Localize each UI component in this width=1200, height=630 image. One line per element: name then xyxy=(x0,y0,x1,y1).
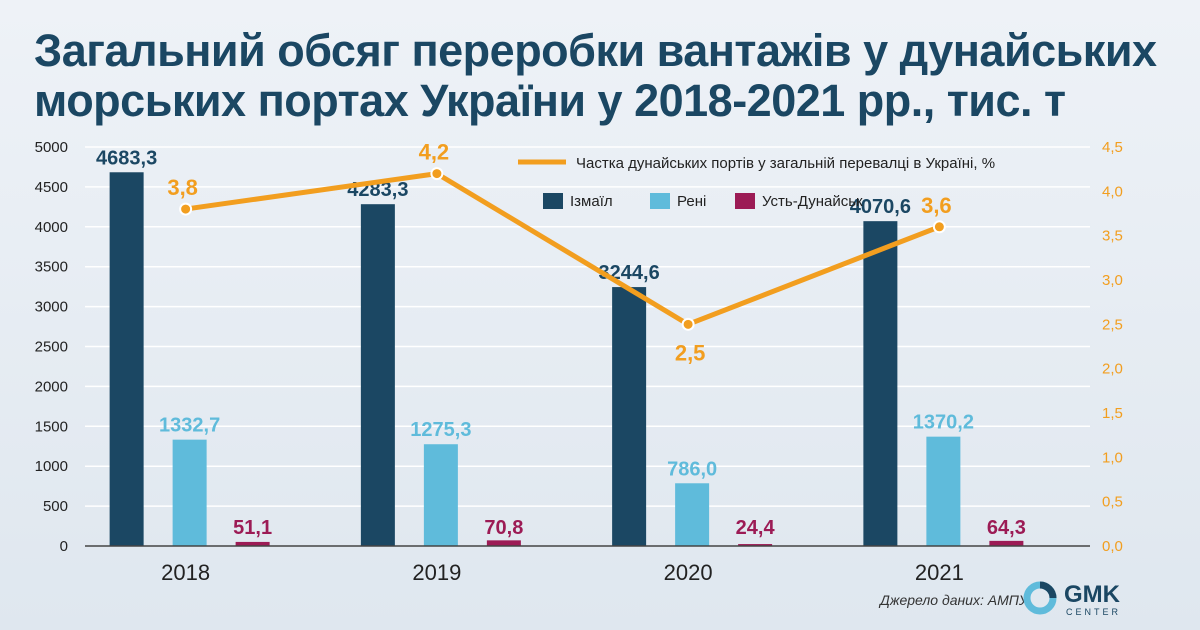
share-point xyxy=(430,167,444,181)
y-tick-label: 1500 xyxy=(35,418,68,435)
y-tick-label: 2500 xyxy=(35,339,68,356)
gmk-logo: GMK CENTER xyxy=(1023,581,1121,617)
share-value-label: 3,8 xyxy=(167,175,198,200)
share-point xyxy=(681,317,695,331)
legend-swatch xyxy=(543,193,563,209)
y-axis: 0 500 1000 1500 2000 2500 3000 3500 4000 4500 5000 xyxy=(35,139,68,555)
y2-tick-label: 2,0 xyxy=(1102,361,1123,378)
legend-swatch xyxy=(650,193,670,209)
bar-ust-dunaisk xyxy=(235,541,270,546)
x-tick-label: 2019 xyxy=(412,560,461,585)
bar-reni xyxy=(675,483,710,546)
y-tick-label: 4500 xyxy=(35,179,68,196)
y2-tick-label: 4,5 xyxy=(1102,139,1123,156)
y-tick-label: 2000 xyxy=(35,378,68,395)
y-tick-label: 4000 xyxy=(35,219,68,236)
bar-value-label: 1332,7 xyxy=(159,415,220,437)
y2-tick-label: 2,5 xyxy=(1102,316,1123,333)
y-tick-label: 0 xyxy=(60,538,68,555)
bar-reni xyxy=(926,436,961,546)
y-tick-label: 1000 xyxy=(35,458,68,475)
bar-izmail xyxy=(612,287,647,546)
y-tick-label: 3500 xyxy=(35,259,68,276)
share-line-path xyxy=(185,171,941,327)
legend-label: Ізмаїл xyxy=(570,193,613,210)
bar-value-label: 3244,6 xyxy=(599,262,660,284)
y2-tick-label: 3,5 xyxy=(1102,228,1123,245)
chart-title: Загальний обсяг переробки вантажів у дун… xyxy=(34,25,1157,126)
bar-value-label: 786,0 xyxy=(667,458,717,480)
y-tick-label: 3000 xyxy=(35,299,68,316)
x-tick-label: 2020 xyxy=(664,560,713,585)
bar-value-label: 1275,3 xyxy=(410,419,471,441)
y-tick-label: 5000 xyxy=(35,139,68,156)
x-axis: 2018 2019 2020 2021 xyxy=(85,545,1090,585)
bars: 4683,31332,751,14283,31275,370,83244,678… xyxy=(96,147,1026,547)
bar-value-label: 4070,6 xyxy=(850,196,911,218)
bar-value-label: 70,8 xyxy=(484,517,523,539)
bar-izmail xyxy=(360,204,395,546)
y2-tick-label: 3,0 xyxy=(1102,272,1123,289)
source-note: Джерело даних: АМПУ xyxy=(880,592,1028,608)
logo-sub: CENTER xyxy=(1066,607,1121,617)
bar-ust-dunaisk xyxy=(989,540,1024,546)
share-point xyxy=(932,220,946,234)
share-value-label: 2,5 xyxy=(675,340,706,365)
y2-tick-label: 0,0 xyxy=(1102,538,1123,555)
share-value-label: 4,2 xyxy=(419,140,450,165)
bar-value-label: 1370,2 xyxy=(913,412,974,434)
bar-izmail xyxy=(863,221,898,546)
legend-swatch xyxy=(735,193,755,209)
share-value-label: 3,6 xyxy=(921,193,952,218)
y2-tick-label: 1,0 xyxy=(1102,449,1123,466)
x-tick-label: 2018 xyxy=(161,560,210,585)
legend: Частка дунайських портів у загальній пер… xyxy=(518,155,995,210)
bar-reni xyxy=(172,439,207,546)
legend-line-label: Частка дунайських портів у загальній пер… xyxy=(576,155,995,172)
bar-value-label: 24,4 xyxy=(736,517,776,539)
y2-axis: 0,0 0,5 1,0 1,5 2,0 2,5 3,0 3,5 4,0 4,5 xyxy=(1102,139,1123,555)
bar-reni xyxy=(423,444,458,546)
y2-tick-label: 1,5 xyxy=(1102,405,1123,422)
legend-label: Усть-Дунайськ xyxy=(762,193,863,210)
share-point xyxy=(179,202,193,216)
y2-tick-label: 4,0 xyxy=(1102,183,1123,200)
logo-ring-accent-icon xyxy=(1039,581,1057,599)
bar-value-label: 4683,3 xyxy=(96,147,157,169)
y-tick-label: 500 xyxy=(43,498,68,515)
x-tick-label: 2021 xyxy=(915,560,964,585)
y2-tick-label: 0,5 xyxy=(1102,494,1123,511)
bar-izmail xyxy=(109,172,144,547)
bar-ust-dunaisk xyxy=(486,540,521,546)
bar-ust-dunaisk xyxy=(738,544,773,546)
bar-value-label: 64,3 xyxy=(987,517,1026,539)
bar-value-label: 51,1 xyxy=(233,517,272,539)
logo-name: GMK xyxy=(1064,581,1121,608)
share-line: 3,8 4,2 2,5 3,6 xyxy=(167,140,951,366)
legend-label: Рені xyxy=(677,193,706,210)
